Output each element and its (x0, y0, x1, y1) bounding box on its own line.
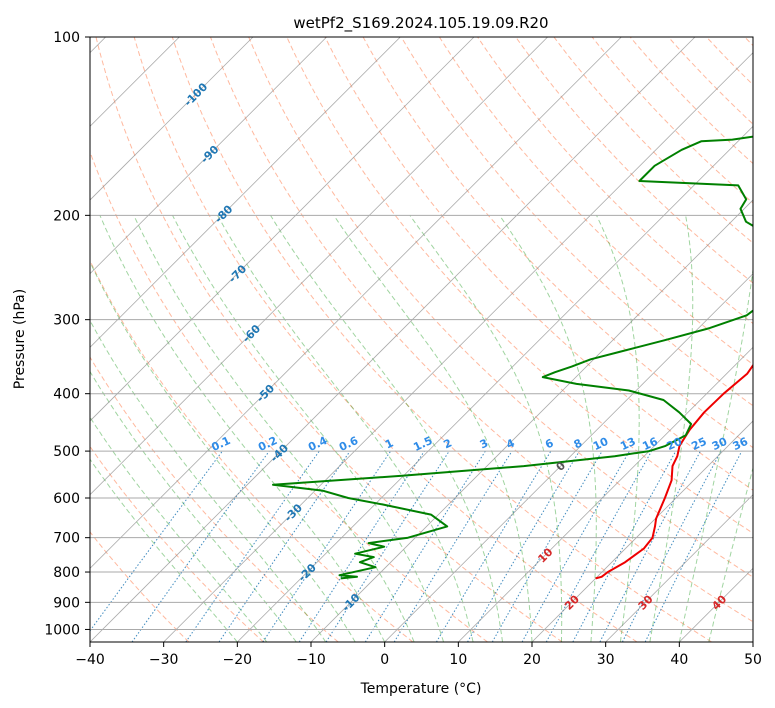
moist-adiabat-line (90, 416, 268, 642)
x-tick-label: 50 (744, 652, 762, 668)
mixing-ratio-line (621, 450, 722, 642)
isotherm-line (90, 37, 622, 569)
isotherm-line (531, 420, 753, 642)
temperature-profile-line (595, 363, 753, 580)
mixing-ratio-label: 16 (640, 435, 660, 453)
mixing-ratio-line (218, 450, 351, 642)
isotherm-line (90, 37, 696, 642)
moist-adiabat-line (596, 215, 640, 642)
isotherm-line (90, 37, 327, 275)
y-axis-ticks: 100 200 300 400 500 600 700 800 900 1000 (44, 30, 90, 638)
x-tick-label: −10 (296, 652, 326, 668)
isotherm-line (90, 37, 475, 422)
dry-adiabat-line (324, 37, 753, 491)
mixing-ratio-line (572, 450, 677, 642)
dry-adiabat-line (133, 37, 638, 642)
dry-adiabat-line (90, 150, 488, 642)
x-tick-label: 30 (597, 652, 615, 668)
plot-frame (89, 36, 754, 643)
moist-adiabat-line (499, 215, 597, 642)
x-tick-label: 40 (670, 652, 688, 668)
y-axis-label: Pressure (hPa) (12, 289, 28, 389)
profile-series (272, 135, 753, 580)
mixing-ratio-label: 13 (618, 435, 637, 453)
mixing-ratio-label: 20 (665, 435, 685, 453)
mixing-ratio-lines (90, 450, 743, 642)
mixing-ratio-line (131, 450, 270, 642)
dry-adiabat-line (438, 37, 753, 366)
dewpoint-profile-line (272, 135, 753, 580)
y-tick-label: 300 (53, 313, 80, 329)
dry-adiabat-line (553, 37, 753, 244)
dry-adiabat-line (248, 37, 753, 578)
x-tick-label: 10 (449, 652, 467, 668)
y-tick-label: 600 (53, 491, 80, 507)
moist-adiabat-line (90, 458, 238, 642)
moist-adiabat-line (649, 215, 694, 642)
dry-adiabat-line (95, 37, 563, 642)
moist-adiabat-line (678, 265, 753, 642)
moist-adiabats (90, 215, 753, 642)
y-tick-label: 900 (53, 595, 80, 611)
dry-adiabat-line (477, 37, 753, 325)
x-axis-label: Temperature (°C) (360, 681, 482, 697)
mixing-ratio-line (393, 450, 513, 642)
isotherm-line (90, 37, 254, 201)
y-tick-label: 400 (53, 387, 80, 403)
isotherm-line (310, 199, 753, 642)
moist-adiabat-line (409, 215, 563, 642)
isotherm-line (605, 494, 753, 642)
dry-adiabat-line (90, 259, 414, 642)
isotherms (90, 37, 753, 642)
dry-adiabat-line (90, 531, 190, 642)
mixing-ratio-line (521, 450, 630, 642)
x-tick-label: −30 (149, 652, 179, 668)
dry-adiabat-line (591, 37, 753, 204)
mixing-ratio-line (644, 450, 743, 642)
moist-adiabat-line (708, 466, 753, 642)
dry-adiabat-line (210, 37, 753, 623)
moist-adiabat-line (172, 215, 445, 642)
plot-area (90, 37, 753, 642)
x-axis-ticks: −40 −30 −20 −10 0 10 20 30 40 50 (75, 642, 762, 668)
moist-adiabat-line (133, 215, 415, 642)
isotherm-line (90, 37, 548, 496)
mixing-ratio-line (298, 450, 425, 642)
x-tick-label: −40 (75, 652, 105, 668)
y-tick-label: 500 (53, 444, 80, 460)
isotherm-line (458, 346, 753, 642)
isotherm-line (90, 37, 401, 348)
dry-adiabat-line (90, 356, 339, 642)
isotherm-line (384, 273, 753, 642)
y-tick-label: 200 (53, 208, 80, 224)
mixing-ratio-label: 10 (591, 435, 611, 453)
chart-title: wetPf2_S169.2024.105.19.09.R20 (293, 14, 548, 33)
mixing-ratio-label: 30 (710, 435, 730, 453)
moist-adiabat-line (90, 260, 356, 642)
mixing-ratio-line (90, 450, 223, 632)
y-tick-label: 800 (53, 565, 80, 581)
mixing-ratio-line (599, 450, 701, 642)
y-tick-label: 100 (53, 30, 80, 46)
dry-adiabat-line (286, 37, 753, 534)
isotherm-line (163, 52, 753, 642)
moist-adiabat-line (90, 370, 297, 642)
moist-adiabat-line (99, 215, 386, 642)
mixing-ratio-label: 36 (731, 435, 751, 453)
moist-adiabat-line (270, 215, 503, 642)
y-tick-label: 1000 (44, 622, 80, 638)
x-tick-label: −20 (223, 652, 253, 668)
mixing-ratio-line (364, 450, 486, 642)
x-tick-label: 0 (380, 652, 389, 668)
mixing-ratio-label: 25 (689, 435, 708, 453)
dry-adiabat-line (171, 37, 712, 642)
moist-adiabat-line (90, 319, 327, 642)
mixing-ratio-line (325, 450, 450, 642)
y-tick-label: 700 (53, 531, 80, 547)
x-tick-label: 20 (523, 652, 541, 668)
mixing-ratio-line (491, 450, 603, 642)
